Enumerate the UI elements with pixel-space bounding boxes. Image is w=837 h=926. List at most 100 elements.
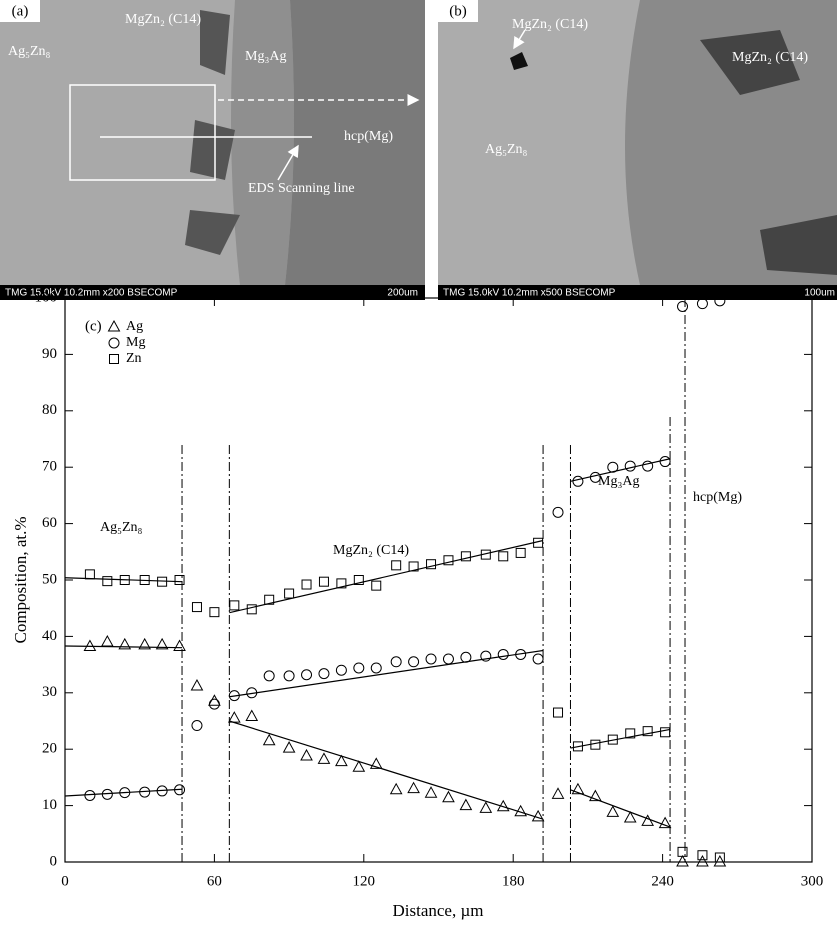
data-point: [139, 786, 151, 798]
data-point: [139, 575, 150, 585]
data-point: [589, 471, 601, 483]
y-tick-label: 80: [42, 402, 57, 418]
data-point: [335, 664, 347, 676]
data-point: [642, 726, 653, 737]
scale-label: 200um: [387, 288, 418, 299]
annotation: Mg₃Ag: [598, 474, 639, 489]
data-point: [157, 576, 168, 587]
data-point: [479, 801, 493, 813]
data-point: [369, 757, 383, 769]
data-point: [515, 547, 526, 558]
data-point: [641, 814, 655, 826]
data-point: [623, 810, 637, 823]
fit-line: [229, 649, 544, 698]
data-point: [191, 720, 203, 732]
data-point: [318, 668, 330, 680]
legend-label: Ag: [126, 319, 143, 334]
data-point: [714, 295, 726, 307]
data-point: [714, 852, 725, 863]
data-point: [228, 690, 240, 702]
x-tick-label: 0: [61, 873, 69, 889]
data-point: [460, 551, 471, 562]
x-tick-label: 300: [801, 873, 824, 889]
data-point: [496, 799, 510, 812]
phase-label: MgZn₂ (C14): [732, 50, 808, 65]
data-point: [498, 551, 509, 562]
data-point: [138, 637, 152, 650]
data-point: [209, 607, 220, 618]
sem-footer: TMG 15.0kV 10.2mm x200 BSECOMP: [5, 288, 178, 299]
legend-marker: [107, 319, 121, 332]
data-point: [119, 787, 131, 799]
phase-label: MgZn₂ (C14): [512, 17, 588, 32]
data-point: [407, 781, 420, 794]
data-point: [371, 580, 382, 591]
data-point: [263, 670, 275, 682]
data-point: [660, 727, 671, 738]
data-point: [553, 707, 564, 718]
data-point: [118, 637, 132, 650]
data-point: [191, 602, 202, 613]
sem-image-a: (a) MgZn₂ (C14) Ag₅Zn₈ Mg₃Ag hcp(Mg) EDS…: [0, 0, 425, 300]
data-point: [551, 787, 565, 799]
scale-label: 100um: [804, 288, 835, 299]
phase-label: Mg₃Ag: [245, 49, 286, 64]
x-axis-label: Distance, µm: [393, 901, 484, 920]
annotation: EDS Scanning line: [248, 181, 355, 196]
data-point: [480, 650, 492, 662]
data-point: [227, 711, 241, 723]
annotation: Ag₅Zn₈: [100, 520, 143, 535]
data-point: [262, 733, 276, 746]
annotation: MgZn₂ (C14): [333, 543, 409, 558]
data-point: [425, 653, 437, 665]
panel-label: (b): [449, 3, 467, 19]
data-point: [572, 475, 584, 487]
x-tick-label: 60: [207, 873, 222, 889]
sem-footer: TMG 15.0kV 10.2mm x500 BSECOMP: [443, 288, 616, 299]
fit-line: [64, 645, 183, 649]
legend-label: Mg: [126, 335, 145, 350]
legend-marker: [109, 354, 119, 364]
y-tick-label: 70: [42, 459, 57, 475]
data-point: [282, 741, 296, 753]
data-point: [424, 786, 438, 798]
fit-line: [570, 458, 671, 482]
data-point: [677, 846, 688, 857]
data-point: [514, 804, 528, 817]
fit-line: [64, 577, 183, 583]
data-point: [84, 789, 96, 801]
y-tick-label: 40: [42, 628, 57, 644]
data-point: [353, 662, 365, 674]
data-point: [497, 648, 509, 660]
data-point: [300, 748, 313, 761]
data-point: [696, 854, 709, 867]
legend-marker: [108, 337, 120, 349]
data-point: [480, 549, 491, 560]
data-point: [659, 456, 671, 468]
data-point: [676, 854, 689, 867]
data-point: [229, 600, 240, 611]
data-point: [533, 537, 544, 548]
data-point: [590, 739, 601, 750]
data-point: [336, 578, 347, 589]
panel-label: (a): [12, 3, 29, 19]
y-tick-label: 60: [42, 515, 57, 531]
data-point: [606, 805, 620, 817]
data-point: [531, 809, 545, 822]
legend-label: Zn: [126, 351, 142, 366]
data-point: [335, 754, 348, 767]
data-point: [119, 575, 130, 585]
data-point: [443, 555, 454, 566]
plot-frame: [64, 297, 813, 863]
data-point: [100, 635, 114, 647]
data-point: [572, 741, 583, 752]
data-point: [246, 604, 257, 615]
fit-line: [229, 720, 544, 820]
data-point: [353, 575, 364, 585]
data-point: [174, 575, 185, 585]
data-point: [697, 850, 708, 861]
data-point: [624, 460, 636, 472]
data-point: [174, 784, 186, 796]
annotation: hcp(Mg): [693, 490, 742, 505]
